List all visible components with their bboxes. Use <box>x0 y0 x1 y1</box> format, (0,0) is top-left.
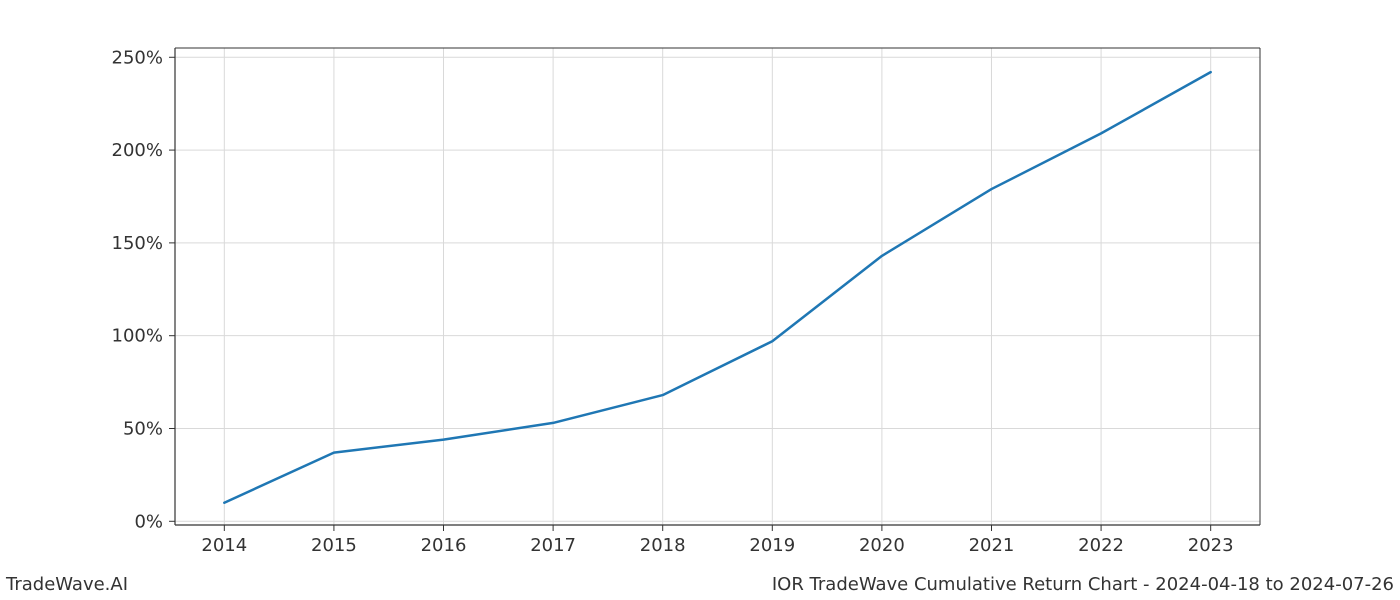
x-tick-label: 2014 <box>201 535 247 556</box>
footer-left-label: TradeWave.AI <box>5 574 128 595</box>
x-tick-label: 2023 <box>1188 535 1234 556</box>
y-tick-label: 200% <box>112 140 163 161</box>
x-tick-label: 2020 <box>859 535 905 556</box>
x-tick-label: 2016 <box>421 535 467 556</box>
footer-right-label: IOR TradeWave Cumulative Return Chart - … <box>772 574 1394 595</box>
y-tick-label: 100% <box>112 326 163 347</box>
return-chart-svg: 2014 2015 2016 2017 2018 2019 2020 2021 2022 2023… <box>0 0 1400 600</box>
y-tick-label: 250% <box>112 47 163 68</box>
x-tick-label: 2022 <box>1078 535 1124 556</box>
x-tick-label: 2018 <box>640 535 686 556</box>
x-tick-label: 2021 <box>969 535 1015 556</box>
y-tick-label: 50% <box>123 418 163 439</box>
chart-container: 2014 2015 2016 2017 2018 2019 2020 2021 2022 2023… <box>0 0 1400 600</box>
x-tick-label: 2015 <box>311 535 357 556</box>
x-tick-label: 2017 <box>530 535 576 556</box>
y-tick-label: 0% <box>134 511 163 532</box>
y-tick-label: 150% <box>112 233 163 254</box>
x-tick-label: 2019 <box>749 535 795 556</box>
chart-background <box>0 0 1400 600</box>
